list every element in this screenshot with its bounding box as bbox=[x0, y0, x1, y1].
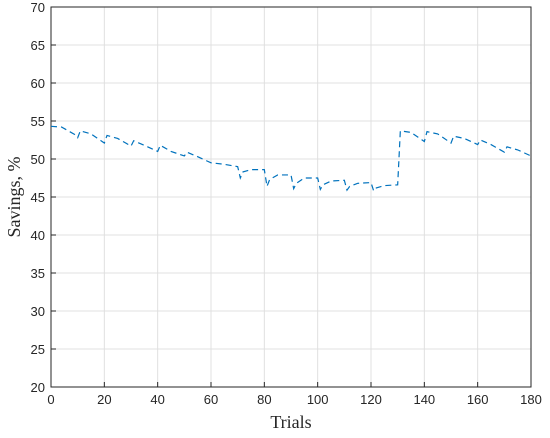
x-tick-label: 20 bbox=[97, 392, 111, 407]
x-tick-label: 40 bbox=[150, 392, 164, 407]
x-tick-label: 100 bbox=[307, 392, 329, 407]
x-tick-label: 140 bbox=[413, 392, 435, 407]
x-tick-label: 60 bbox=[204, 392, 218, 407]
x-tick-label: 0 bbox=[47, 392, 54, 407]
y-tick-label: 40 bbox=[31, 228, 45, 243]
y-tick-label: 60 bbox=[31, 76, 45, 91]
y-tick-label: 30 bbox=[31, 304, 45, 319]
y-tick-label: 35 bbox=[31, 266, 45, 281]
y-tick-label: 55 bbox=[31, 114, 45, 129]
y-axis-label: Savings, % bbox=[4, 156, 24, 237]
x-tick-label: 80 bbox=[257, 392, 271, 407]
x-axis-label: Trials bbox=[270, 412, 311, 432]
y-tick-label: 20 bbox=[31, 380, 45, 395]
data-line bbox=[50, 125, 532, 193]
y-tick-label: 45 bbox=[31, 190, 45, 205]
y-tick-label: 65 bbox=[31, 38, 45, 53]
x-tick-label: 120 bbox=[360, 392, 382, 407]
y-tick-label: 70 bbox=[31, 0, 45, 15]
y-tick-label: 25 bbox=[31, 342, 45, 357]
x-tick-label: 160 bbox=[467, 392, 489, 407]
x-tick-label: 180 bbox=[520, 392, 542, 407]
y-tick-label: 50 bbox=[31, 152, 45, 167]
plot-frame bbox=[50, 6, 532, 388]
